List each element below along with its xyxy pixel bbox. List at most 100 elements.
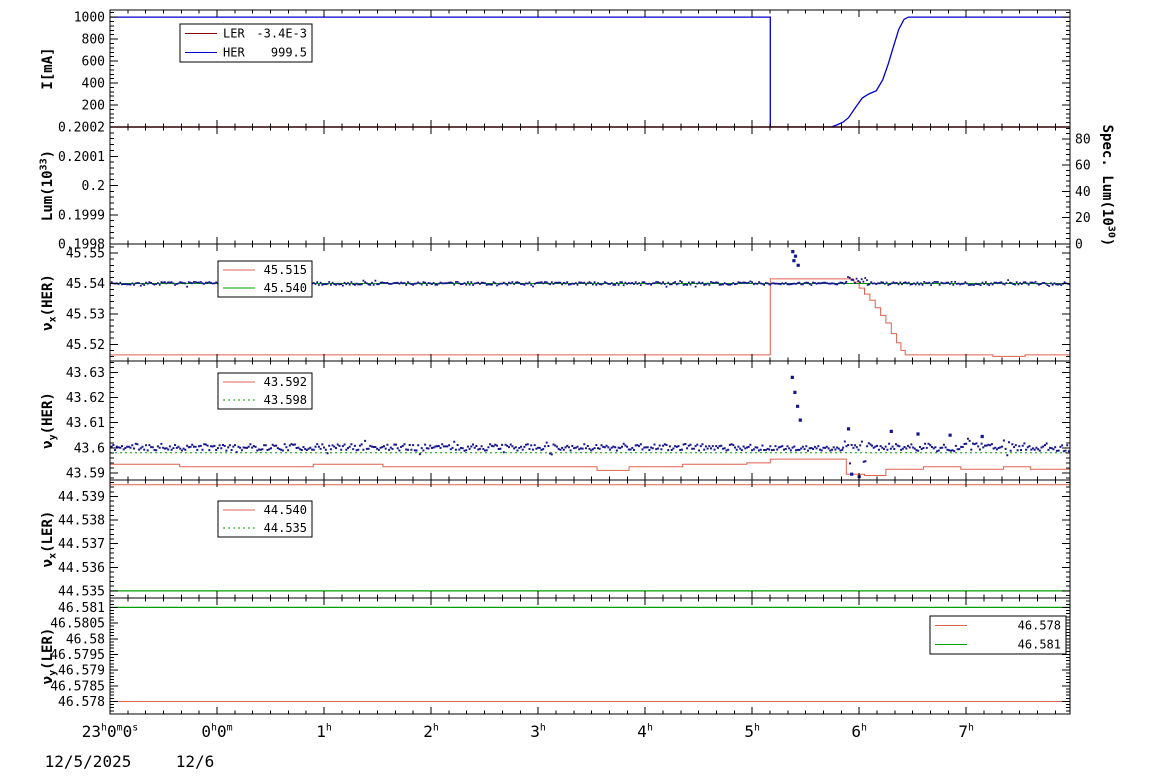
y-axis-title-nuy-her: νy(HER): [40, 392, 58, 449]
y-axis-title-nux-her: νx(HER): [40, 274, 58, 331]
y-tick-label: 44.536: [58, 561, 105, 576]
legend-value: -3.4E-3: [256, 27, 307, 41]
y-tick-label: 43.6: [74, 441, 105, 456]
legend-value: 44.540: [264, 503, 307, 517]
x-tick-label: 5h: [744, 722, 760, 741]
y-tick-label: 0.1998: [58, 238, 105, 253]
y-tick-label: 43.61: [66, 416, 105, 431]
y-tick-label: 43.63: [66, 366, 105, 381]
legend-value: 46.578: [1018, 619, 1061, 633]
y-axis-nux-her: 45.52 45.53 45.54 45.55: [66, 246, 1070, 357]
legend-nuy-ler: 46.578 46.581: [929, 615, 1067, 655]
y-tick-label: 43.59: [66, 466, 105, 481]
right-tick-label: 0: [1075, 238, 1083, 253]
series-HER-current: [110, 16, 1070, 127]
x-tick-label: 1h: [316, 722, 332, 741]
y-tick-label: 46.5805: [50, 617, 105, 632]
legend-value: 43.598: [264, 393, 307, 407]
panel-nuy-ler: 46.57846.578546.57946.579546.5846.580546…: [40, 597, 1071, 715]
date-label: 12/6: [176, 752, 215, 771]
y-tick-label: 46.5795: [50, 648, 105, 663]
y-tick-label: 44.539: [58, 490, 105, 505]
y-tick-label: 45.52: [66, 338, 105, 353]
x-tick-label: 2h: [423, 722, 439, 741]
panel-nux-ler: 44.53544.53644.53744.53844.539νx(LER)44.…: [40, 479, 1071, 599]
y-tick-label: 0.2001: [58, 150, 105, 165]
y-tick-label: 45.55: [66, 247, 105, 262]
x-ticks: [109, 361, 1056, 480]
legend-value: 43.592: [264, 375, 307, 389]
x-tick-label: 0h0m: [201, 722, 232, 741]
y-axis-lum: 0.1998 0.1999 0.2 0.2001 0.2002: [58, 121, 118, 253]
y-tick-label: 45.54: [66, 277, 105, 292]
x-tick-label: 6h: [851, 722, 867, 741]
legend-i-ma: LER -3.4E-3 HER 999.5: [179, 23, 313, 63]
legend-value: 45.540: [264, 281, 307, 295]
y-axis-nux-ler: 44.535 44.536 44.537 44.538 44.539: [58, 481, 1070, 599]
right-tick-label: 80: [1075, 132, 1091, 147]
right-axis-title: Spec. Lum(1030): [1099, 125, 1116, 247]
y-tick-label: 46.5785: [50, 679, 105, 694]
y-tick-label: 0.2: [82, 179, 105, 194]
panel-nux-her: 45.52 45.53 45.54 45.55 νx(HER) 45.515 45.540: [40, 243, 1071, 362]
series-nuy-her-set: [110, 458, 1070, 476]
right-tick-label: 20: [1075, 211, 1091, 226]
legend-nux-her: 45.515 45.540: [217, 260, 313, 298]
y-tick-label: 800: [82, 33, 105, 48]
right-tick-label: 60: [1075, 159, 1091, 174]
y-tick-label: 0.1999: [58, 208, 105, 223]
series-layer: [110, 16, 1070, 127]
y-axis-title-nuy-ler: νy(LER): [40, 628, 58, 685]
y-tick-label: 44.535: [58, 584, 105, 599]
panel-frame: [109, 479, 1071, 599]
y-tick-label: 200: [82, 99, 105, 114]
legend-label: LER: [223, 27, 245, 41]
x-axis-labels: 23h0m0s 0h0m 1h 2h 3h 4h 5h 6h 7h 12/5/2025 12/6: [45, 722, 974, 771]
y-tick-label: 46.579: [58, 664, 105, 679]
legend-label: HER: [223, 46, 245, 60]
y-axis-title-lum: Lum(1033): [39, 150, 56, 221]
y-tick-label: 0.2002: [58, 121, 105, 136]
legend-value: 45.515: [264, 263, 307, 277]
x-tick-label: 23h0m0s: [82, 722, 138, 741]
y-axis-nuy-ler: 46.57846.578546.57946.579546.5846.580546…: [50, 597, 1070, 712]
y-tick-label: 44.538: [58, 514, 105, 529]
panel-nuy-her: 43.5943.643.6143.6243.63νy(HER)43.59243.…: [40, 360, 1071, 481]
y-tick-label: 400: [82, 77, 105, 92]
legend-value: 999.5: [271, 46, 307, 60]
x-ticks: [109, 244, 1056, 361]
x-tick-label: 7h: [958, 722, 974, 741]
x-tick-label: 4h: [637, 722, 653, 741]
panel-frame: [109, 597, 1071, 715]
y-axis-title-nux-ler: νx(LER): [40, 511, 58, 568]
legend-nuy-her: 43.592 43.598: [217, 372, 313, 410]
right-tick-label: 40: [1075, 185, 1091, 200]
y-tick-label: 46.58: [66, 632, 105, 647]
y-tick-label: 43.62: [66, 391, 105, 406]
y-axis-title-i-ma: I[mA]: [40, 47, 56, 89]
x-tick-label: 3h: [530, 722, 546, 741]
x-ticks: [109, 480, 1056, 598]
panel-frame: [109, 126, 1071, 245]
y-tick-label: 44.537: [58, 537, 105, 552]
y-tick-label: 1000: [74, 11, 105, 26]
y-tick-label: 45.53: [66, 307, 105, 322]
y-tick-label: 600: [82, 55, 105, 70]
y-axis-i-ma: 200 400 600 800 1000: [74, 11, 1070, 128]
date-label: 12/5/2025: [45, 752, 132, 771]
x-ticks: [109, 127, 1056, 244]
y-tick-label: 46.581: [58, 601, 105, 616]
y-tick-label: 46.578: [58, 695, 105, 710]
series-layer: [110, 484, 1070, 592]
y-axis-nuy-her: 43.59 43.6 43.61 43.62 43.63: [66, 361, 1070, 481]
legend-nux-ler: 44.540 44.535: [217, 500, 313, 538]
legend-value: 44.535: [264, 521, 307, 535]
series-layer: [110, 606, 1070, 702]
right-axis: 0 20 40 60 80: [1062, 127, 1091, 253]
legend-value: 46.581: [1018, 638, 1061, 652]
series-nux-her-set: [110, 278, 1070, 357]
x-ticks: [109, 10, 1056, 127]
